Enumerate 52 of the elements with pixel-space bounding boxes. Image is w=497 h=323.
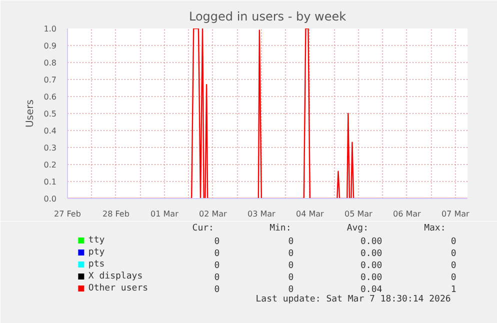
text: 0.00 xyxy=(360,249,382,259)
x-tick-label: 01 Mar xyxy=(150,210,180,218)
y-tick-label: 0.3 xyxy=(44,144,57,152)
x-tick-label: 27 Feb xyxy=(54,210,81,218)
text: 0 xyxy=(288,237,294,247)
x-tick-label: 07 Mar xyxy=(441,210,470,218)
text: 0 xyxy=(288,249,294,259)
legend-label: X displays xyxy=(88,272,143,282)
text: 0 xyxy=(214,261,220,271)
text: 0.04 xyxy=(360,285,382,295)
y-tick-label: 0.9 xyxy=(44,42,57,50)
y-tick-label: 0.6 xyxy=(44,92,57,102)
text: 0 xyxy=(450,273,456,283)
text: Cur: xyxy=(192,224,214,234)
text: 1 xyxy=(450,285,456,295)
y-tick-label: 0.7 xyxy=(44,76,57,84)
text: Last update: Sat Mar 7 18:30:14 2026 xyxy=(256,294,451,304)
text: 0.00 xyxy=(360,273,382,283)
y-tick-label: 0.8 xyxy=(44,58,57,68)
y-tick-label: 0.1 xyxy=(44,178,57,186)
legend-label: Other users xyxy=(88,284,148,294)
legend-label: tty xyxy=(88,236,106,246)
text: 0 xyxy=(288,261,294,271)
y-axis-title: Users xyxy=(24,99,36,128)
x-tick-label: 05 Mar xyxy=(344,210,374,218)
x-tick-label: 02 Mar xyxy=(199,210,228,218)
y-tick-label: 0.0 xyxy=(44,194,57,204)
x-tick-label: 03 Mar xyxy=(248,210,276,218)
legend-label: pty xyxy=(88,248,106,258)
legend-label: pts xyxy=(88,260,105,270)
text: 0 xyxy=(450,261,456,271)
x-tick-label: 04 Mar xyxy=(296,210,325,218)
text: 0 xyxy=(450,237,456,247)
x-tick-label: 28 Feb xyxy=(102,210,130,218)
text: 0 xyxy=(214,285,220,295)
y-tick-label: 0.5 xyxy=(44,110,57,118)
text: 0 xyxy=(214,273,220,283)
text: 0 xyxy=(214,237,220,247)
text: 0 xyxy=(450,249,456,259)
y-tick-label: 0.4 xyxy=(44,126,57,136)
text: Max: xyxy=(424,224,446,234)
text: Avg: xyxy=(346,224,369,234)
text: 0 xyxy=(288,285,294,295)
y-tick-label: 0.2 xyxy=(44,160,57,170)
y-tick-label: 1.0 xyxy=(44,24,57,34)
chart-title: Logged in users - by week xyxy=(188,10,346,24)
text: 0.00 xyxy=(360,261,382,271)
text: Min: xyxy=(270,224,292,234)
x-tick-label: 06 Mar xyxy=(392,210,422,218)
text: 0 xyxy=(288,273,294,283)
text: 0 xyxy=(214,249,220,259)
text: 0.00 xyxy=(360,237,382,247)
